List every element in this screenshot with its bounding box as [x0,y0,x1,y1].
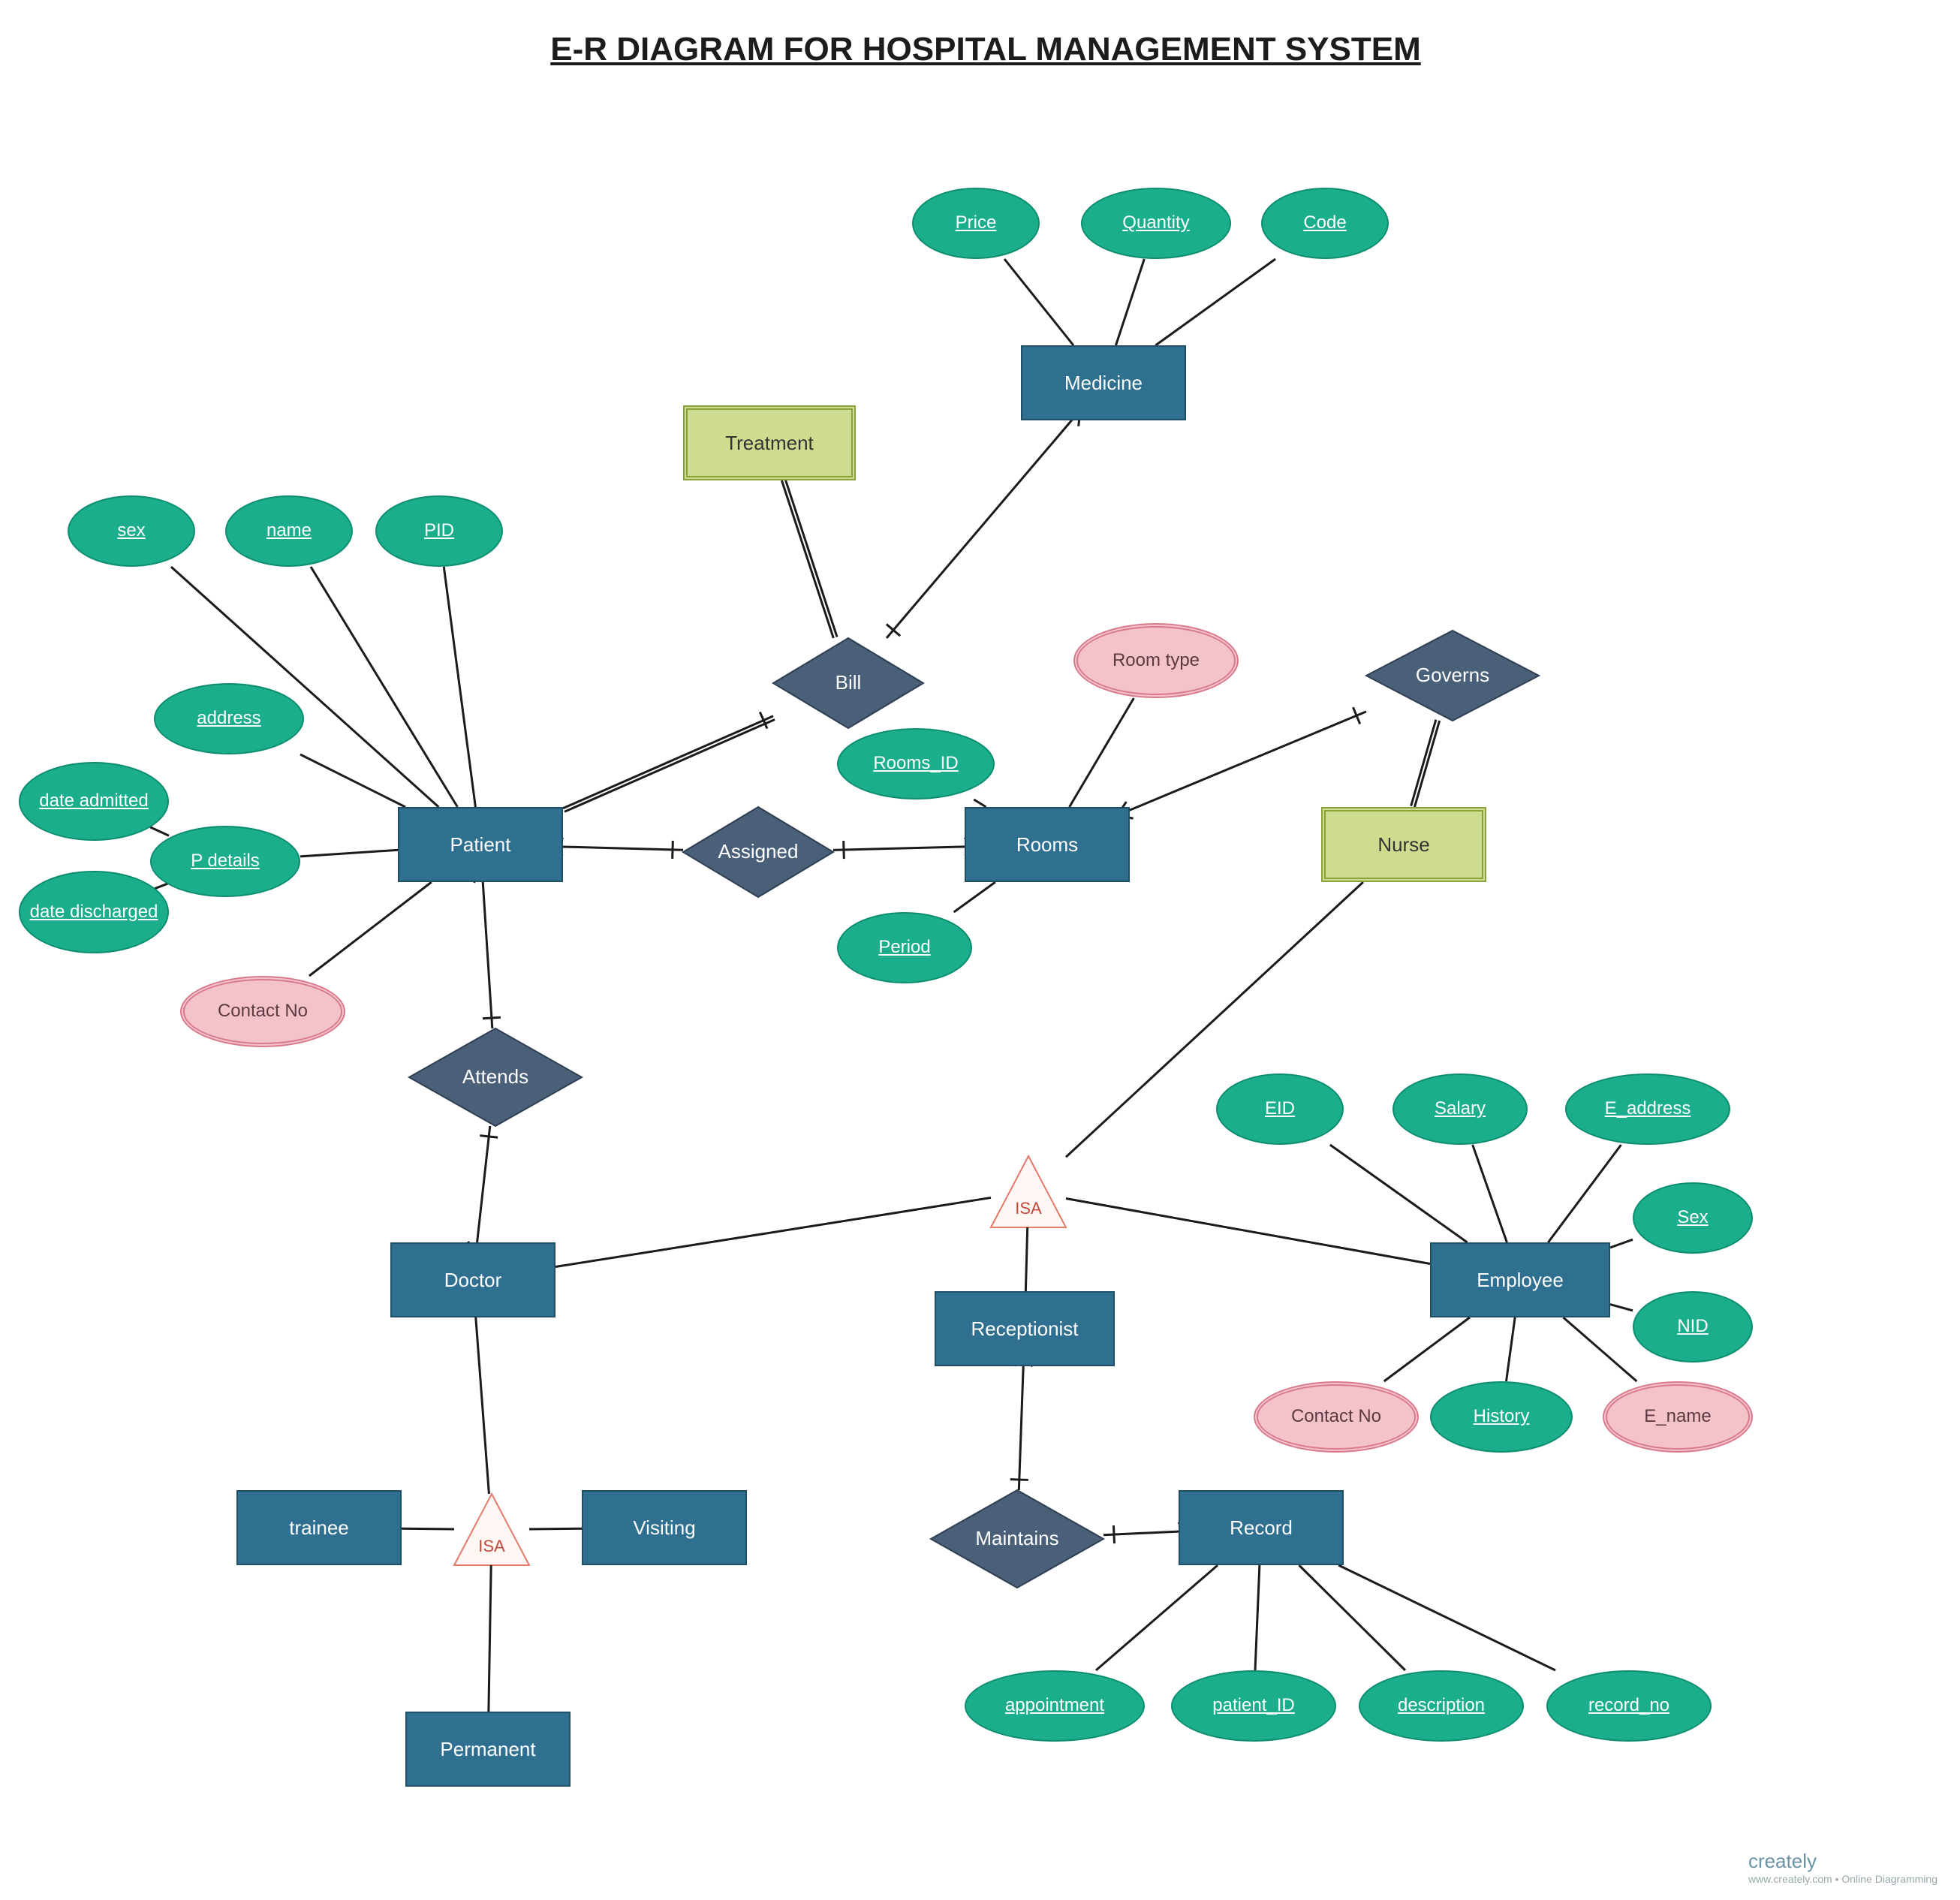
weak-nurse: Nurse [1321,807,1486,882]
entity-doctor: Doctor [390,1242,555,1317]
entity-record: Record [1179,1490,1344,1565]
edges-layer: Bill Assigned Attends Governs Maintains ISA IS… [0,0,1960,1900]
attr-sex_e: Sex [1633,1182,1753,1254]
relationship-assigned: Assigned [683,807,833,897]
attr-history: History [1430,1381,1573,1453]
svg-text:ISA: ISA [478,1537,505,1555]
attr-quantity: Quantity [1081,188,1231,259]
attr-recordno: record_no [1546,1670,1712,1742]
multi-roomtype: Room type [1073,623,1239,698]
relationship-maintains: Maintains [931,1490,1103,1588]
attr-eaddress: E_address [1565,1073,1730,1145]
attr-roomsid: Rooms_ID [837,728,995,799]
attr-address: address [154,683,304,754]
isa-isa1: ISA [454,1494,529,1565]
entity-patient: Patient [398,807,563,882]
attr-description: description [1359,1670,1524,1742]
entity-visiting: Visiting [582,1490,747,1565]
entity-rooms: Rooms [965,807,1130,882]
entity-medicine: Medicine [1021,345,1186,420]
svg-text:Maintains: Maintains [975,1527,1058,1549]
creately-logo: creately www.creately.com • Online Diagr… [1748,1850,1937,1885]
relationship-governs: Governs [1366,631,1539,721]
logo-tagline: www.creately.com • Online Diagramming [1748,1873,1937,1885]
entity-employee: Employee [1430,1242,1610,1317]
isa-isa2: ISA [991,1156,1066,1227]
multi-contactno_e: Contact No [1254,1381,1419,1453]
attr-pid: PID [375,495,503,567]
relationship-bill: Bill [773,638,923,728]
entity-receptionist: Receptionist [935,1291,1115,1366]
multi-ename: E_name [1603,1381,1753,1453]
svg-text:Attends: Attends [462,1065,528,1088]
attr-salary: Salary [1392,1073,1528,1145]
attr-name: name [225,495,353,567]
diagram-canvas: Bill Assigned Attends Governs Maintains ISA IS… [0,0,1960,1900]
attr-price: Price [912,188,1040,259]
attr-nid: NID [1633,1291,1753,1363]
attr-pdetails: P details [150,826,300,897]
attr-sex: sex [68,495,195,567]
attr-eid: EID [1216,1073,1344,1145]
svg-text:ISA: ISA [1015,1199,1042,1218]
attr-datedis: date discharged [19,871,169,953]
multi-contactno_p: Contact No [180,976,345,1047]
attr-patientid: patient_ID [1171,1670,1336,1742]
attr-appointment: appointment [965,1670,1145,1742]
entity-permanent: Permanent [405,1712,571,1787]
svg-text:Governs: Governs [1416,664,1489,686]
entity-trainee: trainee [236,1490,402,1565]
svg-text:Assigned: Assigned [718,840,799,863]
logo-brand: creately [1748,1850,1817,1872]
relationship-attends: Attends [409,1028,582,1126]
weak-treatment: Treatment [683,405,856,480]
diagram-title: E-R DIAGRAM FOR HOSPITAL MANAGEMENT SYST… [420,29,1551,71]
svg-text:Bill: Bill [835,671,862,694]
attr-period: Period [837,912,972,983]
attr-dateadm: date admitted [19,762,169,841]
attr-code: Code [1261,188,1389,259]
